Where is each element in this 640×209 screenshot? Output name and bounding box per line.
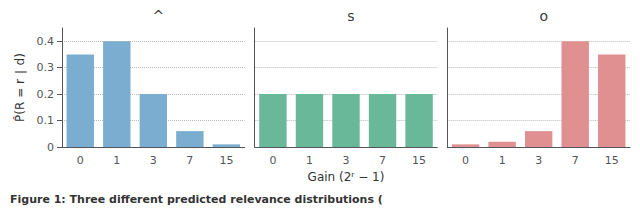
svg-text:Gain (2ʳ − 1): Gain (2ʳ − 1) — [308, 170, 385, 184]
svg-text:15: 15 — [412, 154, 426, 167]
svg-text:0: 0 — [77, 154, 84, 167]
svg-text:^: ^ — [152, 8, 164, 24]
svg-text:Figure 1: Three different pred: Figure 1: Three different predicted rele… — [10, 193, 383, 206]
svg-text:0.2: 0.2 — [37, 88, 55, 101]
svg-text:7: 7 — [186, 154, 193, 167]
svg-text:3: 3 — [535, 154, 542, 167]
svg-text:o: o — [539, 8, 548, 24]
svg-text:0.1: 0.1 — [37, 114, 55, 127]
svg-text:15: 15 — [219, 154, 233, 167]
svg-text:15: 15 — [605, 154, 619, 167]
svg-text:s: s — [347, 8, 354, 24]
svg-text:1: 1 — [113, 154, 120, 167]
svg-text:7: 7 — [379, 154, 386, 167]
svg-text:0.4: 0.4 — [37, 35, 55, 48]
svg-text:0: 0 — [462, 154, 469, 167]
svg-text:7: 7 — [572, 154, 579, 167]
svg-text:3: 3 — [343, 154, 350, 167]
svg-text:1: 1 — [499, 154, 506, 167]
svg-text:0: 0 — [47, 141, 54, 154]
svg-text:P̂(R = r ∣ d): P̂(R = r ∣ d) — [13, 53, 27, 122]
svg-text:0: 0 — [269, 154, 276, 167]
svg-text:0.3: 0.3 — [37, 61, 55, 74]
svg-text:3: 3 — [150, 154, 157, 167]
svg-text:1: 1 — [306, 154, 313, 167]
